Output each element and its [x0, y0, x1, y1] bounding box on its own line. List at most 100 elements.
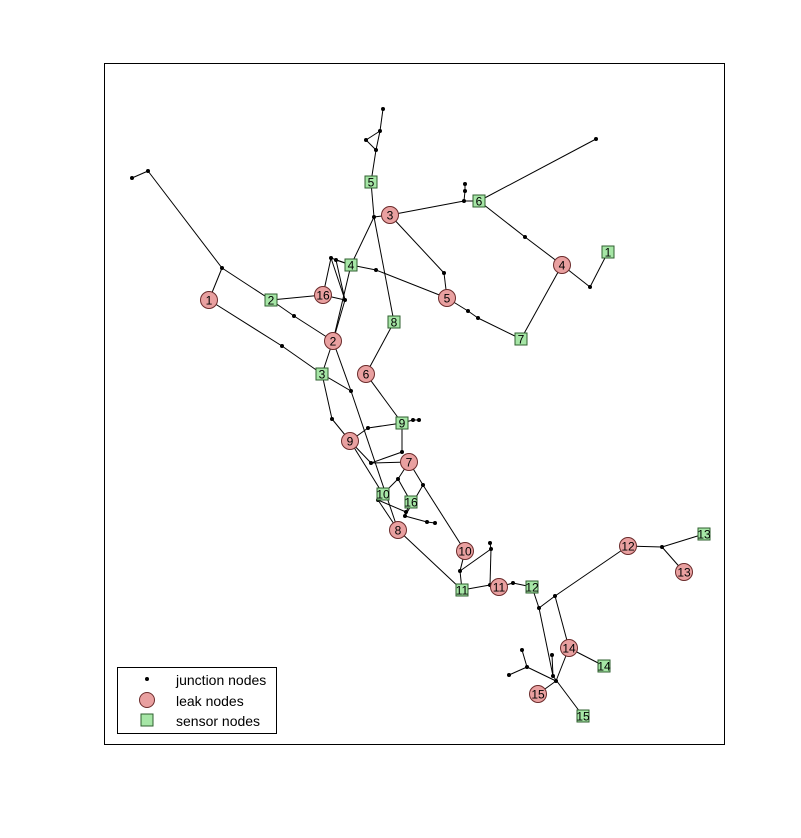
leak-node-marker	[324, 332, 342, 350]
sensor-node-marker	[264, 293, 278, 307]
sensor-node-label: 9	[399, 417, 406, 431]
leak-node: 10	[456, 542, 474, 560]
junction-node	[458, 569, 462, 573]
pipe-edge	[477, 317, 522, 340]
pipe-edge	[552, 675, 584, 717]
pipe-edge	[379, 108, 384, 132]
pipe-edge	[365, 139, 377, 151]
junction-node	[400, 450, 404, 454]
junction-node	[220, 266, 224, 270]
junction-node	[594, 137, 598, 141]
pipe-edge	[373, 216, 395, 323]
leak-node-label: 2	[330, 335, 337, 349]
sensor-node: 12	[525, 580, 539, 595]
junction-node	[146, 169, 150, 173]
sensor-node-label: 5	[368, 176, 375, 190]
leak-node-label: 5	[444, 292, 451, 306]
leak-node-label: 10	[458, 545, 472, 559]
pipe-edge	[538, 595, 556, 609]
pipe-edge	[489, 548, 492, 586]
leak-node-label: 8	[395, 524, 402, 538]
junction-node	[372, 215, 376, 219]
legend-junction-marker	[145, 677, 149, 681]
leak-node: 5	[438, 289, 456, 307]
junction-node	[349, 389, 353, 393]
junction-node	[280, 344, 284, 348]
leak-node-marker	[560, 639, 578, 657]
sensor-node-label: 8	[391, 316, 398, 330]
junction-node	[660, 545, 664, 549]
sensor-node-label: 1	[605, 246, 612, 260]
leak-node-marker	[438, 289, 456, 307]
junction-node	[411, 418, 415, 422]
junction-node	[463, 189, 467, 193]
sensor-node-marker	[597, 659, 611, 673]
junction-node	[417, 418, 421, 422]
junction-node	[130, 176, 134, 180]
pipe-edge	[335, 259, 346, 301]
pipe-edge	[221, 267, 272, 301]
sensor-node-marker	[697, 527, 711, 541]
pipe-edge	[422, 484, 466, 552]
sensor-node-label: 7	[518, 333, 525, 347]
legend-leak-label: leak nodes	[176, 693, 244, 709]
leak-node-marker	[357, 365, 375, 383]
junction-node	[292, 314, 296, 318]
pipe-edge	[459, 548, 492, 572]
sensor-node-label: 6	[476, 195, 483, 209]
leak-node-marker	[381, 206, 399, 224]
sensor-node-marker	[315, 367, 329, 381]
leak-node: 11	[490, 578, 508, 596]
sensor-node-label: 15	[576, 710, 590, 724]
sensor-node-marker	[514, 332, 528, 346]
pipe-edge	[370, 451, 403, 464]
sensor-node-marker	[472, 194, 486, 208]
sensor-node-marker	[455, 583, 469, 597]
sensor-node-label: 16	[404, 496, 418, 510]
leak-node-marker	[490, 578, 508, 596]
leak-node: 9	[341, 432, 359, 450]
sensor-node-marker	[404, 495, 418, 509]
pipe-edge	[365, 130, 381, 141]
leak-node-label: 3	[387, 209, 394, 223]
leak-node-marker	[619, 537, 637, 555]
sensor-node: 5	[364, 175, 378, 190]
sensor-node-marker	[395, 416, 409, 430]
sensor-node: 2	[264, 293, 278, 308]
junction-node	[488, 541, 492, 545]
junction-node	[507, 673, 511, 677]
pipe-edge	[661, 533, 705, 548]
pipe-edge	[375, 269, 448, 299]
pipe-edge	[377, 499, 407, 513]
junction-node	[421, 483, 425, 487]
sensor-node: 13	[697, 527, 711, 542]
pipe-edge	[131, 170, 149, 179]
pipe-edge	[526, 666, 557, 682]
pipe-edge	[350, 216, 375, 266]
leak-node-label: 1	[206, 294, 213, 308]
sensor-node-label: 14	[597, 660, 611, 674]
pipe-edge	[375, 130, 381, 151]
pipe-edge	[551, 654, 554, 677]
legend: junction nodes leak nodes sensor nodes	[117, 667, 277, 734]
leak-node-label: 4	[559, 259, 566, 273]
sensor-node-marker	[576, 709, 590, 723]
sensor-node-marker	[376, 487, 390, 501]
leak-node-marker	[400, 453, 418, 471]
legend-sensor-label: sensor nodes	[176, 713, 260, 729]
leak-node-label: 15	[531, 688, 545, 702]
sensor-node-label: 11	[456, 584, 469, 598]
junction-node	[334, 258, 338, 262]
junction-node	[550, 653, 554, 657]
junction-node	[463, 182, 467, 186]
pipe-edge	[404, 515, 428, 523]
leak-node-label: 12	[621, 540, 635, 554]
junction-node	[381, 107, 385, 111]
pipe-edge	[350, 390, 399, 531]
junction-node	[523, 235, 527, 239]
pipe-edge	[554, 545, 629, 597]
sensor-node: 10	[376, 487, 390, 502]
pipe-edge	[520, 264, 563, 340]
pipe-edge	[330, 257, 346, 301]
